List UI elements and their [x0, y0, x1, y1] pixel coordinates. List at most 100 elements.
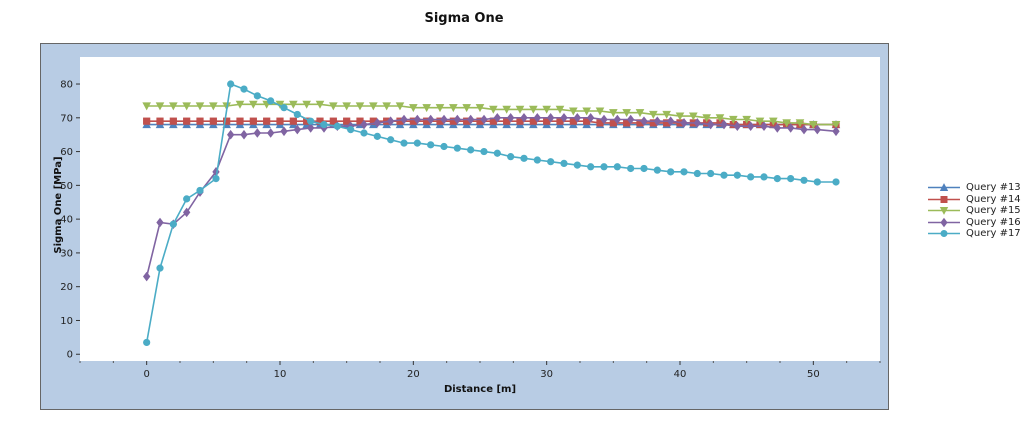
- data-point: [329, 117, 337, 125]
- data-point: [667, 168, 675, 176]
- y-tick-label: 10: [60, 316, 73, 327]
- data-point: [769, 117, 778, 126]
- data-point: [449, 104, 458, 113]
- data-point: [369, 102, 378, 111]
- x-axis-label: Distance [m]: [444, 384, 516, 395]
- data-point: [382, 102, 391, 111]
- x-tick-label: 30: [540, 369, 553, 380]
- data-point: [280, 126, 288, 137]
- data-point: [940, 229, 948, 238]
- series-4: [142, 113, 840, 282]
- data-point: [427, 141, 435, 149]
- legend-swatch: [928, 229, 960, 238]
- data-point: [693, 118, 702, 128]
- data-point: [706, 119, 715, 130]
- data-point: [240, 85, 248, 93]
- data-point: [182, 102, 191, 111]
- data-point: [547, 158, 555, 166]
- y-tick-label: 30: [60, 248, 73, 259]
- data-point: [640, 164, 648, 173]
- data-point: [467, 146, 475, 154]
- data-point: [155, 102, 165, 111]
- data-point: [440, 142, 448, 151]
- data-point: [169, 102, 178, 111]
- data-point: [653, 116, 662, 126]
- data-point: [733, 121, 742, 132]
- x-tick-label: 40: [674, 369, 687, 380]
- data-point: [422, 104, 431, 113]
- data-point: [800, 124, 808, 135]
- data-point: [760, 173, 768, 181]
- data-point: [755, 117, 765, 126]
- data-point: [587, 163, 595, 171]
- data-point: [249, 100, 258, 109]
- data-point: [293, 124, 302, 135]
- data-point: [506, 113, 515, 123]
- data-point: [435, 104, 445, 113]
- data-point: [195, 102, 205, 111]
- data-point: [347, 126, 355, 134]
- data-point: [502, 105, 511, 114]
- y-tick-label: 50: [60, 181, 73, 192]
- data-point: [542, 105, 551, 114]
- data-point: [156, 217, 164, 228]
- data-point: [266, 128, 275, 138]
- data-point: [773, 123, 782, 133]
- data-point: [249, 117, 257, 125]
- data-point: [626, 114, 635, 125]
- data-point: [680, 168, 688, 176]
- data-point: [373, 132, 381, 140]
- legend-item: Query #16: [926, 217, 1021, 229]
- data-point: [315, 100, 325, 109]
- data-point: [142, 102, 151, 111]
- data-point: [343, 117, 351, 125]
- legend-item: Query #15: [926, 205, 1021, 217]
- data-point: [142, 271, 151, 282]
- data-point: [707, 169, 715, 178]
- data-point: [573, 161, 581, 169]
- data-point: [680, 118, 688, 128]
- x-tick-label: 20: [407, 369, 420, 380]
- data-point: [169, 220, 177, 228]
- data-point: [760, 121, 768, 132]
- data-point: [143, 117, 151, 125]
- data-point: [520, 113, 528, 123]
- x-tick-label: 0: [143, 369, 149, 380]
- data-point: [462, 104, 471, 113]
- data-point: [226, 129, 235, 140]
- data-point: [831, 120, 841, 129]
- data-point: [622, 109, 631, 118]
- legend-item: Query #13: [926, 182, 1021, 194]
- data-point: [156, 117, 164, 125]
- data-point: [489, 105, 498, 114]
- data-point: [182, 207, 191, 218]
- data-point: [520, 154, 528, 162]
- data-point: [329, 102, 338, 111]
- data-point: [453, 114, 462, 125]
- series-line: [145, 82, 836, 343]
- legend-item: Query #17: [926, 228, 1021, 240]
- data-point: [302, 100, 311, 109]
- data-point: [240, 129, 248, 140]
- data-point: [560, 113, 568, 123]
- legend-label: Query #15: [966, 205, 1021, 216]
- data-point: [196, 117, 204, 125]
- legend-item: Query #14: [926, 194, 1021, 206]
- data-point: [600, 163, 608, 171]
- data-point: [666, 116, 675, 126]
- data-point: [795, 119, 805, 128]
- data-point: [453, 144, 461, 152]
- data-point: [546, 113, 555, 123]
- data-point: [413, 114, 422, 125]
- data-point: [333, 122, 341, 130]
- data-point: [515, 105, 525, 114]
- data-point: [480, 147, 488, 156]
- data-point: [409, 104, 418, 113]
- data-point: [662, 110, 671, 119]
- data-point: [143, 338, 151, 347]
- series-line: [145, 117, 837, 277]
- data-point: [223, 117, 231, 125]
- data-point: [733, 171, 741, 179]
- data-point: [289, 117, 297, 125]
